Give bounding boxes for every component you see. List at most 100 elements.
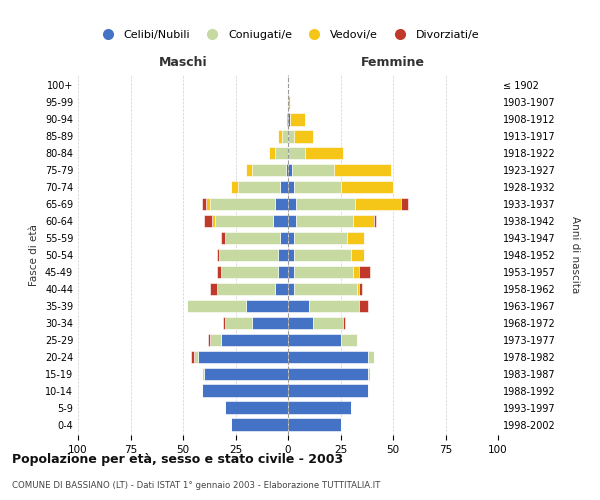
Bar <box>202 384 288 397</box>
Bar <box>288 418 341 431</box>
Y-axis label: Fasce di età: Fasce di età <box>29 224 39 286</box>
Bar <box>246 164 252 176</box>
Bar <box>355 198 401 210</box>
Bar <box>210 198 275 210</box>
Bar <box>347 232 364 244</box>
Bar <box>288 180 295 194</box>
Bar <box>218 248 277 262</box>
Bar <box>221 266 277 278</box>
Bar <box>295 282 358 296</box>
Legend: Celibi/Nubili, Coniugati/e, Vedovi/e, Divorziati/e: Celibi/Nubili, Coniugati/e, Vedovi/e, Di… <box>92 26 484 44</box>
Bar <box>368 368 370 380</box>
Bar <box>288 402 351 414</box>
Bar <box>217 266 221 278</box>
Bar <box>288 334 341 346</box>
Bar <box>334 164 391 176</box>
Bar <box>288 350 368 364</box>
Bar <box>210 334 221 346</box>
Bar <box>288 316 313 330</box>
Bar <box>295 266 353 278</box>
Bar <box>217 282 275 296</box>
Bar <box>341 334 358 346</box>
Bar <box>288 300 309 312</box>
Bar <box>277 266 288 278</box>
Bar <box>309 300 359 312</box>
Text: COMUNE DI BASSIANO (LT) - Dati ISTAT 1° gennaio 2003 - Elaborazione TUTTITALIA.I: COMUNE DI BASSIANO (LT) - Dati ISTAT 1° … <box>12 480 380 490</box>
Text: Maschi: Maschi <box>158 56 208 68</box>
Bar <box>232 418 288 431</box>
Bar <box>204 214 212 228</box>
Bar <box>232 180 238 194</box>
Bar <box>295 232 347 244</box>
Bar <box>206 198 210 210</box>
Bar <box>288 198 296 210</box>
Bar <box>286 164 288 176</box>
Bar <box>198 350 288 364</box>
Bar <box>277 248 288 262</box>
Bar <box>288 164 292 176</box>
Bar <box>401 198 408 210</box>
Bar <box>288 232 295 244</box>
Bar <box>252 316 288 330</box>
Bar <box>275 198 288 210</box>
Bar <box>290 113 305 126</box>
Bar <box>296 214 353 228</box>
Bar <box>353 214 374 228</box>
Bar <box>246 300 288 312</box>
Bar <box>202 368 204 380</box>
Bar <box>292 164 334 176</box>
Bar <box>282 130 288 142</box>
Bar <box>275 146 288 160</box>
Bar <box>295 180 341 194</box>
Bar <box>368 350 374 364</box>
Text: Popolazione per età, sesso e stato civile - 2003: Popolazione per età, sesso e stato civil… <box>12 452 343 466</box>
Bar <box>221 232 225 244</box>
Bar <box>193 350 198 364</box>
Bar <box>288 384 368 397</box>
Bar <box>275 282 288 296</box>
Bar <box>358 282 359 296</box>
Bar <box>225 316 252 330</box>
Bar <box>288 248 295 262</box>
Bar <box>191 350 193 364</box>
Bar <box>288 266 295 278</box>
Bar <box>280 232 288 244</box>
Bar <box>353 266 359 278</box>
Bar <box>295 130 313 142</box>
Bar <box>208 334 210 346</box>
Bar <box>288 368 368 380</box>
Bar <box>313 316 343 330</box>
Bar <box>274 214 288 228</box>
Bar <box>204 368 288 380</box>
Bar <box>374 214 376 228</box>
Bar <box>202 198 206 210</box>
Bar <box>212 214 215 228</box>
Bar <box>210 282 217 296</box>
Bar <box>305 146 343 160</box>
Bar <box>252 164 286 176</box>
Bar <box>286 113 288 126</box>
Bar <box>343 316 345 330</box>
Text: Femmine: Femmine <box>361 56 425 68</box>
Bar <box>288 282 295 296</box>
Bar <box>280 180 288 194</box>
Bar <box>221 334 288 346</box>
Bar <box>296 198 355 210</box>
Bar <box>277 130 282 142</box>
Bar <box>288 146 305 160</box>
Bar <box>288 130 295 142</box>
Bar <box>225 402 288 414</box>
Bar <box>359 282 362 296</box>
Bar <box>238 180 280 194</box>
Bar <box>217 248 218 262</box>
Y-axis label: Anni di nascita: Anni di nascita <box>569 216 580 294</box>
Bar <box>215 214 274 228</box>
Bar <box>288 113 290 126</box>
Bar <box>351 248 364 262</box>
Bar <box>359 266 370 278</box>
Bar <box>341 180 393 194</box>
Bar <box>223 316 225 330</box>
Bar <box>269 146 275 160</box>
Bar <box>288 96 290 108</box>
Bar <box>225 232 280 244</box>
